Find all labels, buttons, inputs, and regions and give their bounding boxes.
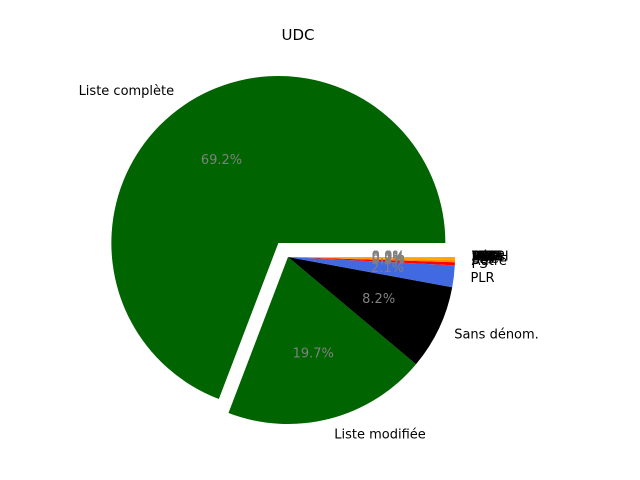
pie-slice-plr	[288, 257, 455, 288]
pie-percent-sans: 0.0%	[372, 250, 405, 265]
pie-label-pev: PEV	[472, 250, 497, 265]
pie-percent-pbd: 0.0%	[372, 250, 405, 265]
pie-percent-liste-complete: 69.2%	[201, 153, 242, 168]
pie-slice-liste-modifiee	[228, 257, 417, 424]
pie-percent-dem: 0.0%	[372, 250, 405, 265]
pie-label-pdc: PDC	[472, 252, 499, 267]
pie-label-rep: Rép.	[472, 250, 501, 265]
chart-title: UDC	[281, 26, 314, 44]
pie-label-avf: AVF	[472, 250, 496, 265]
pie-percent-plr: 2.1%	[371, 261, 404, 276]
pie-percent-pst: 0.0%	[372, 250, 405, 265]
pie-label-sans: Sans	[472, 250, 503, 265]
pie-percent-sans-denom: 8.2%	[362, 292, 395, 307]
pie-label-poch: POCH	[472, 250, 509, 265]
pie-label-frap: FRAP	[472, 250, 505, 265]
pie-percent-pes: 0.1%	[372, 250, 405, 265]
pie-percent-pev: 0.0%	[372, 250, 405, 265]
pie-label-verts: Verts	[472, 250, 505, 265]
pie-percent-verts: 0.0%	[372, 250, 405, 265]
pie-labels: Liste complète Liste modifiée Sans dénom. P…	[79, 84, 539, 442]
pie-percent-liste-modifiee: 19.7%	[293, 346, 334, 361]
pie-percent-ds: 0.0%	[372, 250, 405, 265]
pie-slice-liste-complete	[111, 75, 446, 400]
pie-percent-pdc: 0.2%	[372, 251, 405, 266]
pie-slice-autre	[288, 257, 455, 263]
pie-percent-rep: 0.0%	[372, 250, 405, 265]
pie-label-liste-complete: Liste complète	[79, 84, 175, 99]
pie-label-ps: PS	[472, 257, 488, 272]
pie-label-udf: UDF	[472, 250, 499, 265]
pie-percent-poch: 0.0%	[372, 250, 405, 265]
pie-label-div: Div.	[472, 250, 496, 265]
pie-label-pes: PES	[472, 250, 496, 265]
pie-percent-sol: 0.0%	[372, 250, 405, 265]
pie-percent-udf: 0.0%	[372, 250, 405, 265]
pie-label-psl: PSL	[472, 250, 496, 265]
pie-slice-sans-denom	[288, 257, 453, 365]
pie-label-pbd: PBD	[472, 250, 499, 265]
pie-slice-pdc	[288, 257, 455, 261]
pie-percent-mcr: 0.0%	[372, 250, 405, 265]
pie-label-mcr: MCR	[472, 250, 501, 265]
pie-percent-frap: 0.0%	[372, 250, 405, 265]
pie-label-pvl: PVL	[472, 250, 497, 265]
pie-label-liste-modifiee: Liste modifiée	[334, 427, 426, 442]
pie-slice-ps	[288, 257, 455, 266]
pie-percent-lega: 0.0%	[372, 250, 405, 265]
pie-label-dem: DEM	[472, 250, 501, 265]
pie-percent-psl: 0.0%	[372, 250, 405, 265]
pie-label-autre: Autre	[472, 254, 507, 269]
pie-percent-labels: 69.2%19.7%8.2%2.1%0.3%0.2%0.2%0.1%0.0%0.…	[201, 153, 405, 361]
pie-label-sol: Sol.	[472, 250, 496, 265]
pie-slices	[111, 75, 455, 424]
pie-percent-div: 0.0%	[372, 250, 405, 265]
pie-slice-pes	[288, 257, 455, 259]
pie-percent-autre: 0.2%	[372, 252, 405, 267]
pie-label-sans-denom: Sans dénom.	[454, 328, 539, 343]
pie-label-pst: PST	[472, 250, 496, 265]
pie-percent-ps: 0.3%	[372, 254, 405, 269]
pie-label-lega: Lega	[472, 250, 503, 265]
pie-label-plr: PLR	[470, 271, 494, 286]
pie-percent-pvl: 0.0%	[372, 250, 405, 265]
pie-percent-avf: 0.0%	[372, 250, 405, 265]
pie-label-ds: DS	[472, 250, 490, 265]
